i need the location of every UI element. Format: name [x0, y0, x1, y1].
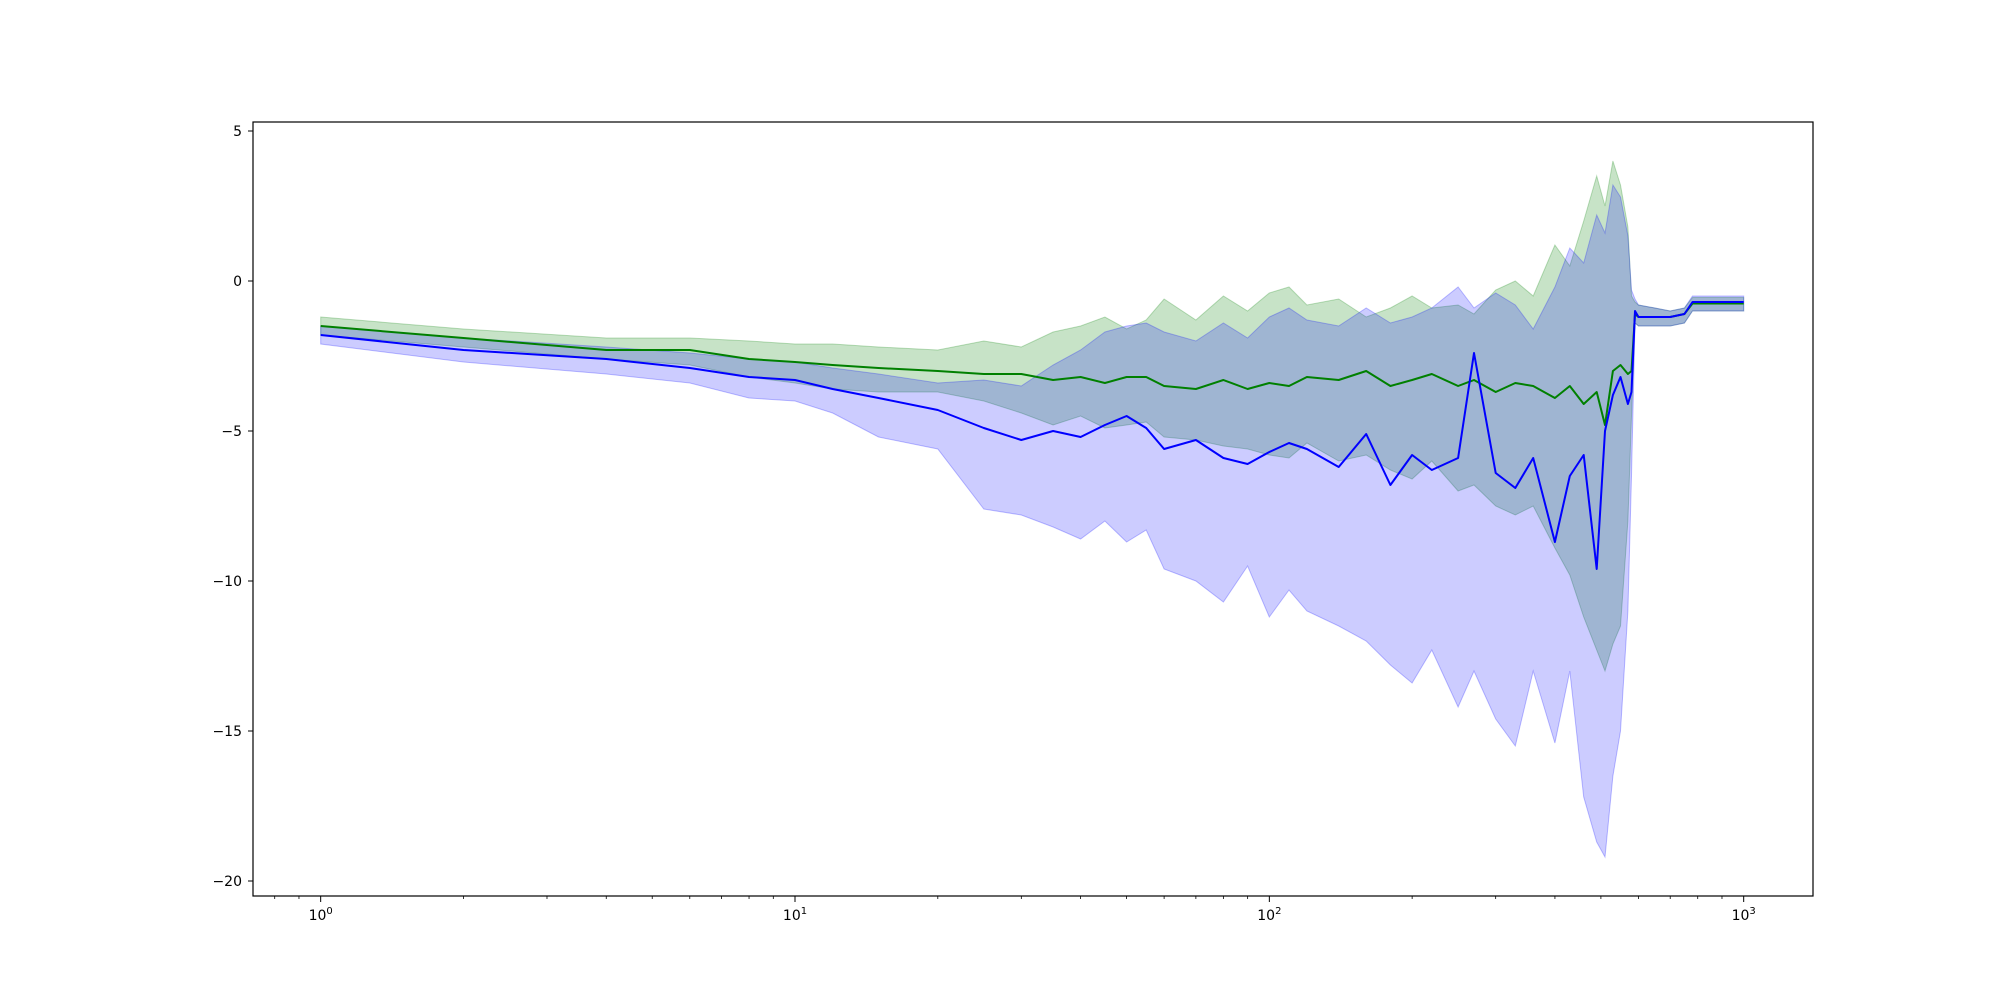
y-tick-label: −15	[212, 724, 242, 740]
axes-frame	[252, 121, 1814, 897]
plot-area	[320, 160, 1745, 859]
x-tick-label: 103	[1732, 906, 1756, 924]
plot-inner	[320, 160, 1745, 859]
y-tick-label: −10	[212, 574, 242, 590]
y-tick-label: −5	[221, 424, 242, 440]
y-tick-label: −20	[212, 874, 242, 890]
series-2-line	[320, 301, 1744, 570]
x-tick-label: 102	[1257, 906, 1281, 924]
y-tick-label: 0	[233, 274, 242, 290]
x-tick-label: 100	[309, 906, 333, 924]
series-2-band	[320, 183, 1745, 859]
y-tick-label: 5	[233, 124, 242, 140]
x-tick-label: 101	[783, 906, 807, 924]
axes: 5 0 −5 −10 −15 −20 100 101 102 103	[212, 121, 1814, 924]
series-1-band	[320, 160, 1745, 673]
